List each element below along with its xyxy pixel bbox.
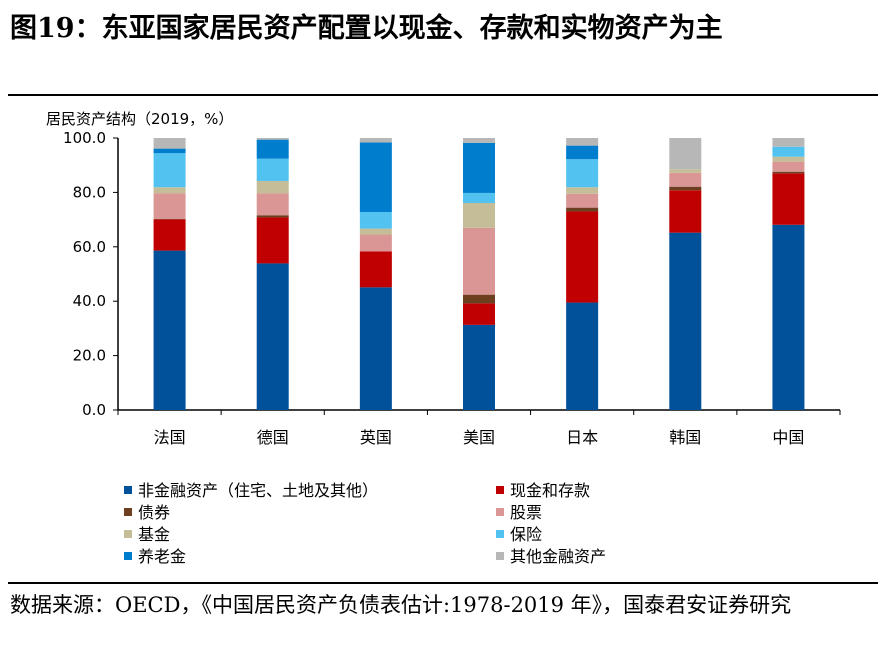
bar-segment [669,186,702,191]
figure-title: 图19：东亚国家居民资产配置以现金、存款和实物资产为主 [10,13,723,44]
bar-segment [153,153,186,188]
bar-segment [256,215,289,218]
bar-segment [669,169,702,173]
y-tick-label: 20.0 [73,347,106,365]
legend-swatch [496,552,504,560]
bar-segment [772,156,805,162]
bar-segment [256,139,289,159]
bar-segment [463,227,495,295]
title-divider [8,94,878,96]
legend-swatch [496,486,504,494]
legend-swatch [124,508,132,516]
bar-segment [463,138,495,143]
bar-segment [359,142,392,212]
bar-segment [256,158,289,181]
bar-segment [463,203,495,228]
y-tick-label: 100.0 [63,129,106,147]
bar-segment [669,172,702,187]
bar-segment [463,142,495,193]
bar-segment [256,217,289,264]
bar-segment [359,251,392,288]
bar-segment [772,171,805,174]
bar-segment [566,159,599,188]
y-tick-label: 60.0 [73,238,106,256]
bar-segment [256,263,289,410]
bar-segment [566,211,599,303]
x-tick-label: 德国 [257,428,289,447]
bar-segment [463,294,495,304]
x-tick-label: 中国 [772,428,804,447]
bar-segment [772,146,805,157]
bar-segment [566,187,599,194]
bar-segment [669,232,702,410]
bar-segment [669,190,702,233]
legend-label: 基金 [138,525,170,544]
bar-segment [359,138,392,143]
bar-segment [566,193,599,208]
legend-swatch [124,486,132,494]
bar-segment [566,302,599,410]
y-tick-label: 40.0 [73,292,106,310]
bar-segment [359,234,392,252]
x-tick-label: 法国 [154,428,186,447]
stacked-bar-chart: 居民资产结构（2019，%） 0.0 20.0 40.0 60.0 80.0 100.0 法… [46,110,841,566]
bar-segment [669,138,702,170]
bar-segment [153,218,186,220]
legend-swatch [124,552,132,560]
x-tick-label: 美国 [463,428,495,447]
bar-segment [463,192,495,204]
bar-segment [153,138,186,149]
legend-label: 债券 [138,503,170,522]
legend-label: 现金和存款 [510,481,590,500]
bar-segment [566,207,599,212]
bar-segment [256,138,289,140]
bar-segment [359,211,392,229]
y-axis-label: 居民资产结构（2019，%） [46,110,233,128]
legend-label: 保险 [510,525,542,544]
bar-segment [772,224,805,410]
legend-label: 股票 [510,503,542,522]
bar-segment [772,161,805,172]
bars [153,138,805,410]
legend-label: 非金融资产（住宅、土地及其他） [138,481,378,500]
y-tick-label: 0.0 [82,401,106,419]
x-tick-label: 英国 [360,428,392,447]
legend-label: 其他金融资产 [510,547,606,566]
x-tick-label: 韩国 [669,428,701,447]
bar-segment [359,228,392,235]
legend-label: 养老金 [138,547,186,566]
x-tick-label: 日本 [566,428,598,447]
bar-segment [153,148,186,154]
bar-segment [153,250,186,410]
legend-swatch [496,530,504,538]
bar-segment [566,138,599,146]
bar-segment [153,187,186,194]
bar-segment [566,145,599,160]
bar-segment [359,287,392,410]
legend-swatch [124,530,132,538]
source-divider [8,582,878,584]
bar-segment [256,180,289,194]
bar-segment [463,303,495,325]
y-tick-label: 80.0 [73,183,106,201]
axes: 0.0 20.0 40.0 60.0 80.0 100.0 法国 德国 英国 美国 日本 韩国 中国 [63,129,841,447]
bar-segment [153,193,186,219]
bar-segment [772,138,805,147]
bar-segment [463,324,495,410]
legend-swatch [496,508,504,516]
bar-segment [256,193,289,216]
bar-segment [153,219,186,251]
bar-segment [772,173,805,225]
source-note: 数据来源：OECD，《中国居民资产负债表估计:1978-2019 年》，国泰君安… [10,593,792,617]
